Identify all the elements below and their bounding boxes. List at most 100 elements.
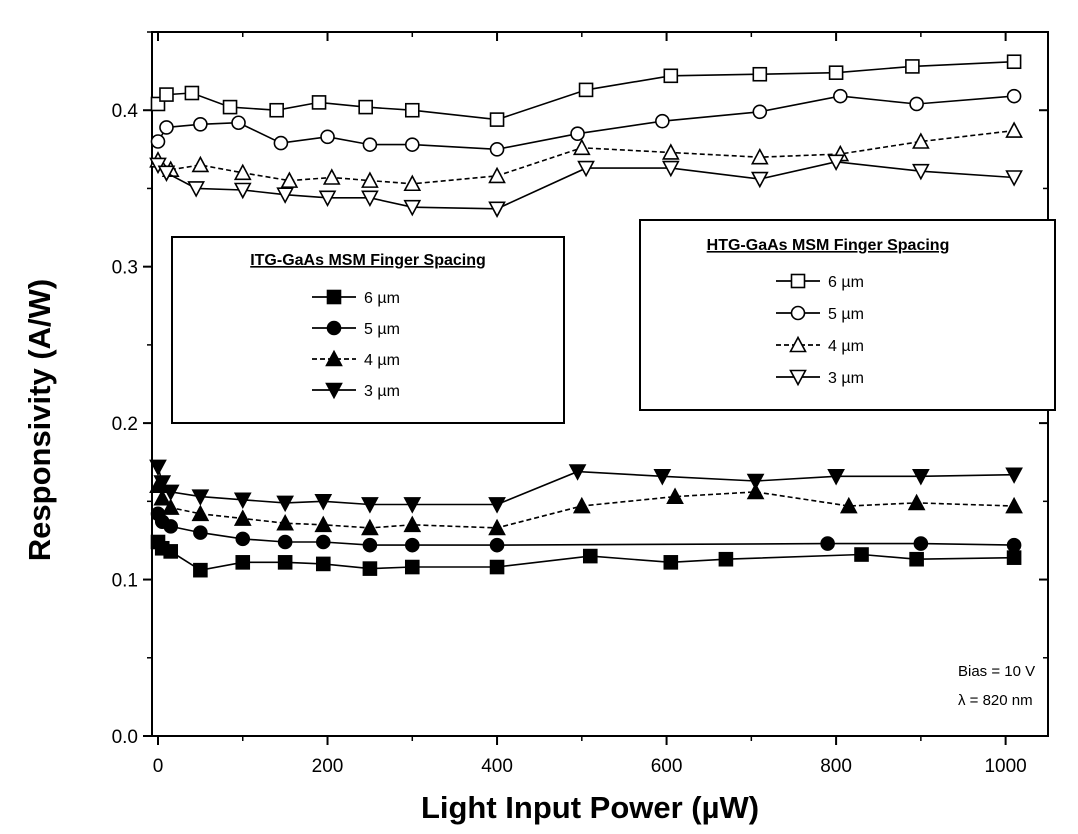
data-point: [905, 59, 920, 74]
data-point: [362, 561, 378, 576]
data-point: [318, 190, 337, 208]
data-point: [191, 504, 210, 522]
data-point: [666, 487, 684, 504]
data-point: [1005, 496, 1023, 514]
data-point: [315, 556, 331, 572]
series-1: [150, 534, 1022, 578]
legend-itg-title: ITG-GaAs MSM Finger Spacing: [250, 252, 486, 269]
data-point: [404, 102, 420, 118]
data-point: [912, 469, 930, 486]
data-point: [314, 515, 333, 533]
data-point: [489, 559, 505, 575]
data-point: [1005, 467, 1023, 484]
data-point: [280, 171, 299, 188]
data-point: [750, 171, 769, 189]
data-point: [404, 537, 420, 553]
data-point: [661, 143, 680, 160]
x-tick-label: 400: [481, 756, 513, 777]
data-point: [277, 534, 293, 550]
data-point: [827, 154, 845, 172]
data-point: [1006, 537, 1022, 553]
data-point: [909, 96, 924, 112]
legend-label: 5 µm: [364, 321, 400, 338]
legend-marker: [325, 382, 343, 400]
data-point: [404, 559, 420, 575]
data-point: [403, 199, 422, 217]
data-point: [149, 459, 167, 477]
data-point: [161, 484, 180, 502]
data-point: [361, 171, 379, 188]
data-point: [358, 99, 373, 115]
data-point: [276, 495, 294, 513]
data-point: [752, 104, 768, 120]
x-tick-label: 600: [651, 756, 683, 777]
data-point: [159, 87, 174, 102]
series-line: [157, 466, 1015, 506]
series-8: [149, 154, 1023, 218]
legend-entry: 3 µm: [312, 382, 400, 400]
legend-marker: [790, 273, 806, 289]
data-point: [912, 132, 930, 149]
data-point: [1005, 170, 1023, 187]
series-line: [157, 485, 1015, 529]
data-point: [489, 142, 505, 157]
series-2: [150, 506, 1022, 553]
data-point: [276, 514, 294, 531]
x-tick-label: 1000: [984, 756, 1026, 777]
legend-entry: 4 µm: [312, 349, 400, 369]
legend-entry: 4 µm: [776, 335, 864, 355]
legend-label: 3 µm: [828, 370, 864, 387]
legend-entry: 6 µm: [776, 273, 864, 291]
data-point: [828, 65, 844, 80]
data-point: [403, 174, 422, 192]
data-point: [269, 102, 284, 118]
legend-marker: [789, 369, 807, 387]
data-point: [403, 497, 422, 514]
data-point: [231, 115, 246, 131]
legend-itg: ITG-GaAs MSM Finger Spacing 6 µm 5 µm 4 µm…: [171, 236, 565, 424]
y-axis-title: Responsivity (A/W): [22, 279, 57, 561]
data-point: [187, 181, 205, 198]
series-5: [150, 54, 1022, 127]
data-point: [746, 473, 765, 491]
data-point: [827, 469, 845, 486]
bias-annotation: Bias = 10 V: [958, 663, 1035, 680]
legend-label: 4 µm: [364, 352, 400, 369]
data-point: [570, 126, 585, 141]
data-point: [163, 519, 179, 534]
data-point: [311, 95, 327, 110]
data-point: [222, 99, 238, 115]
data-point: [568, 464, 587, 481]
legend-marker: [326, 320, 342, 336]
data-point: [361, 190, 379, 208]
data-point: [913, 536, 929, 551]
y-tick-label: 0.0: [112, 727, 138, 748]
axes: 0 200 400 600 800 1000 0.0 0.1 0.2 0.3 0.4: [112, 31, 1049, 777]
data-point: [193, 562, 208, 578]
data-point: [276, 187, 294, 204]
legend-label: 6 µm: [364, 290, 400, 307]
x-axis-title: Light Input Power (µW): [421, 790, 759, 825]
data-point: [161, 498, 180, 515]
y-tick-label: 0.3: [112, 258, 138, 279]
data-point: [361, 497, 379, 514]
data-point: [912, 163, 930, 181]
data-point: [752, 66, 768, 82]
data-point: [488, 166, 506, 184]
data-point: [233, 182, 252, 200]
data-point: [277, 555, 293, 570]
data-point: [1006, 54, 1022, 70]
data-point: [235, 555, 251, 570]
x-tick-label: 200: [312, 756, 344, 777]
data-point: [193, 525, 208, 540]
data-point: [153, 489, 172, 506]
data-point: [1006, 88, 1022, 104]
legend-htg: HTG-GaAs MSM Finger Spacing 6 µm 5 µm 4 µm…: [639, 219, 1056, 411]
x-tick-label: 800: [820, 756, 852, 777]
series-7: [149, 121, 1023, 192]
data-point: [191, 155, 210, 173]
data-point: [184, 85, 200, 101]
data-point: [150, 134, 166, 149]
data-point: [362, 137, 378, 152]
